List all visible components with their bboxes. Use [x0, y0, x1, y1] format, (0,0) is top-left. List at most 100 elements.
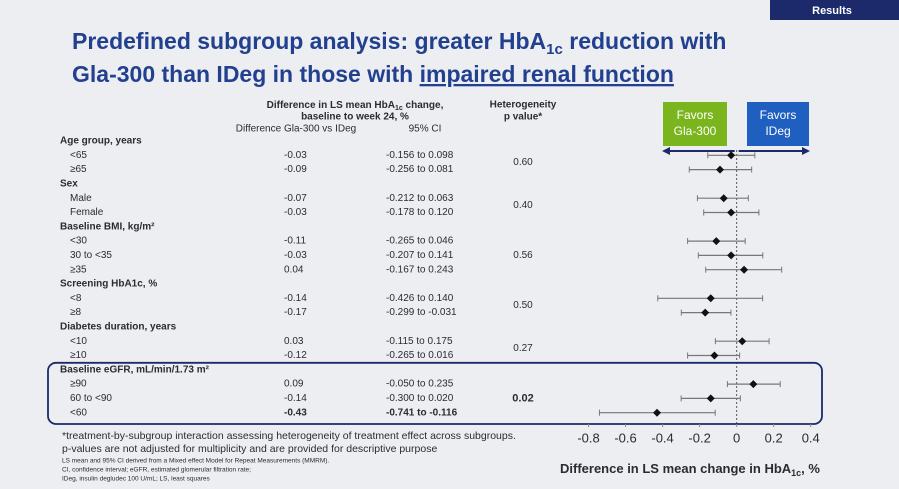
estimate — [719, 194, 728, 203]
x-tick-label: -0.4 — [651, 430, 673, 445]
ci: -0.256 to 0.081 — [386, 164, 454, 175]
row-label: <10 — [70, 336, 87, 347]
x-tick-label: -0.8 — [577, 430, 599, 445]
group-label: Screening HbA1c, % — [60, 279, 157, 290]
estimate — [653, 408, 662, 417]
title-line1: Predefined subgroup analysis: greater Hb… — [72, 28, 726, 58]
estimate — [727, 208, 736, 217]
difference: -0.11 — [284, 236, 306, 247]
row-label: 30 to <35 — [70, 250, 112, 261]
x-tick-label: -0.2 — [688, 430, 710, 445]
estimate — [716, 165, 724, 174]
footnote: p-values are not adjusted for multiplici… — [62, 443, 437, 455]
estimate — [738, 337, 747, 346]
x-tick-label: 0 — [733, 430, 740, 445]
difference: -0.03 — [284, 150, 307, 161]
hdr-text: Difference in LS mean HbA — [267, 100, 395, 111]
col-header: p value* — [504, 112, 542, 123]
difference: 0.03 — [284, 336, 304, 347]
difference: -0.03 — [284, 250, 307, 261]
row-label: ≥8 — [70, 307, 81, 318]
xlabel-text: , % — [801, 461, 820, 476]
group-label: Sex — [60, 179, 78, 190]
difference: -0.07 — [284, 193, 307, 204]
ci: -0.178 to 0.120 — [386, 207, 454, 218]
x-tick-label: 0.4 — [802, 430, 820, 445]
group-label: Baseline eGFR, mL/min/1.73 m² — [60, 364, 210, 375]
difference: -0.12 — [284, 350, 307, 361]
badge-bg — [770, 0, 899, 20]
col-header: Difference in LS mean HbA1c change, — [267, 100, 444, 112]
difference: 0.04 — [284, 264, 304, 275]
difference: -0.43 — [284, 407, 307, 418]
hdr-sub: 1c — [395, 105, 403, 112]
favors-right-box — [747, 102, 809, 146]
highlight-box — [47, 361, 823, 425]
col-header: 95% CI — [409, 124, 442, 135]
estimate — [749, 380, 758, 389]
estimate — [710, 351, 719, 360]
row-label: <8 — [70, 293, 82, 304]
difference: -0.03 — [284, 207, 307, 218]
x-axis-label: Difference in LS mean change in HbA1c, % — [560, 461, 820, 478]
p-value: 0.40 — [513, 200, 533, 211]
ci: -0.265 to 0.016 — [386, 350, 454, 361]
favors-left: Favors — [677, 108, 714, 122]
ci: -0.426 to 0.140 — [386, 293, 454, 304]
p-value: 0.60 — [513, 157, 533, 168]
ci: -0.156 to 0.098 — [386, 150, 454, 161]
hdr-text: change, — [403, 100, 444, 111]
arrow-head — [802, 147, 810, 155]
ci: -0.741 to -0.116 — [386, 407, 458, 418]
estimate — [712, 237, 721, 246]
ci: -0.212 to 0.063 — [386, 193, 454, 204]
xlabel-sub: 1c — [791, 468, 801, 478]
col-header: baseline to week 24, % — [301, 112, 409, 123]
ci: -0.207 to 0.141 — [386, 250, 454, 261]
difference: -0.17 — [284, 307, 307, 318]
ci: -0.299 to -0.031 — [386, 307, 457, 318]
estimate — [701, 308, 710, 317]
p-value: 0.27 — [513, 343, 533, 354]
row-label: ≥35 — [70, 264, 87, 275]
title-text: Gla-300 than IDeg in those with — [72, 61, 420, 87]
difference: 0.09 — [284, 379, 304, 390]
favors-right: Favors — [760, 108, 797, 122]
group-label: Diabetes duration, years — [60, 322, 177, 333]
row-label: ≥65 — [70, 164, 87, 175]
p-value: 0.50 — [513, 300, 533, 311]
ci: -0.050 to 0.235 — [386, 379, 454, 390]
difference: -0.09 — [284, 164, 307, 175]
estimate — [706, 294, 715, 303]
col-header: Heterogeneity — [490, 100, 557, 111]
favors-left-box — [663, 102, 727, 146]
estimate — [727, 251, 736, 260]
footnote: *treatment-by-subgroup interaction asses… — [62, 430, 516, 442]
row-label: <65 — [70, 150, 87, 161]
difference: -0.14 — [284, 393, 307, 404]
estimate — [727, 151, 736, 160]
row-label: <30 — [70, 236, 87, 247]
title-sub: 1c — [546, 41, 563, 58]
favors-right: IDeg — [765, 124, 790, 138]
ci: -0.115 to 0.175 — [386, 336, 453, 347]
row-label: ≥90 — [70, 379, 87, 390]
col-header: Difference Gla-300 vs IDeg — [236, 124, 356, 135]
row-label: Female — [70, 207, 104, 218]
row-label: Male — [70, 193, 92, 204]
ci: -0.265 to 0.046 — [386, 236, 454, 247]
group-label: Age group, years — [60, 136, 142, 147]
arrow-head — [662, 147, 670, 155]
group-label: Baseline BMI, kg/m² — [60, 221, 155, 232]
title-underlined: impaired renal function — [420, 61, 674, 87]
title-line2: Gla-300 than IDeg in those with impaired… — [72, 61, 674, 87]
small-footnote: IDeg, insulin degludec 100 U/mL; LS, lea… — [62, 476, 211, 483]
small-footnote: CI, confidence interval; eGFR, estimated… — [62, 467, 251, 474]
x-tick-label: 0.2 — [765, 430, 783, 445]
row-label: ≥10 — [70, 350, 87, 361]
ci: -0.167 to 0.243 — [386, 264, 454, 275]
xlabel-text: Difference in LS mean change in HbA — [560, 461, 792, 476]
p-value: 0.56 — [513, 250, 533, 261]
